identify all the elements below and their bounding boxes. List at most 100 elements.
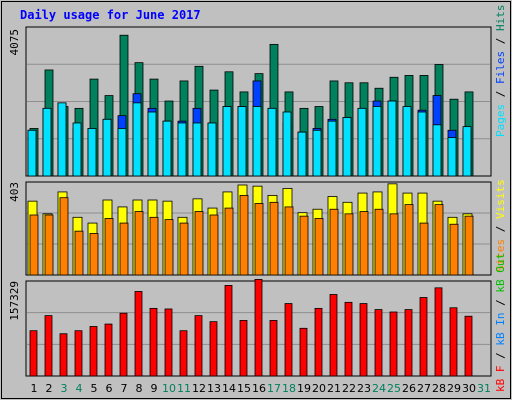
bar-kb-f-day-14 [224, 285, 233, 377]
legend-separator: / [494, 346, 507, 366]
bar-sites-day-25 [389, 213, 399, 276]
bar-kb-f-day-13 [209, 321, 218, 377]
bar-kb-f-day-4 [74, 330, 83, 377]
x-tick-day-21: 21 [327, 382, 341, 395]
bar-sites-day-16 [254, 203, 264, 276]
x-tick-day-1: 1 [31, 382, 38, 395]
legend-kbin: kB In [494, 313, 507, 346]
bar-sites-day-26 [404, 204, 414, 276]
bar-pages-day-24 [372, 106, 382, 177]
x-tick-day-22: 22 [342, 382, 356, 395]
bar-kb-f-day-18 [284, 303, 293, 377]
legend-pages: Pages [494, 104, 507, 137]
x-tick-day-10: 10 [162, 382, 176, 395]
bar-pages-day-8 [132, 102, 142, 177]
x-tick-day-4: 4 [76, 382, 83, 395]
legend-top: Pages / Files / Hits [494, 5, 507, 138]
bar-pages-day-23 [357, 107, 367, 177]
x-tick-day-29: 29 [447, 382, 461, 395]
bar-kb-f-day-3 [59, 333, 68, 377]
bar-pages-day-28 [432, 124, 442, 177]
bar-pages-day-20 [312, 129, 322, 177]
x-tick-day-2: 2 [46, 382, 53, 395]
x-tick-day-3: 3 [61, 382, 68, 395]
x-tick-day-28: 28 [432, 382, 446, 395]
bar-sites-day-3 [59, 197, 69, 276]
y-max-label-kb: 157329 [8, 281, 21, 321]
bar-kb-f-day-17 [269, 320, 278, 377]
bar-sites-day-30 [464, 215, 474, 276]
bar-pages-day-26 [402, 106, 412, 177]
bar-pages-day-14 [222, 106, 232, 177]
bar-kb-f-day-8 [134, 291, 143, 377]
bar-kb-f-day-6 [104, 323, 113, 377]
x-tick-day-7: 7 [121, 382, 128, 395]
bar-sites-day-20 [314, 218, 324, 276]
legend-files: Files [494, 51, 507, 84]
bar-kb-f-day-16 [254, 278, 263, 377]
legend-kbout: kB Out [494, 253, 507, 293]
x-tick-day-27: 27 [417, 382, 431, 395]
bar-kb-f-day-24 [374, 309, 383, 377]
x-tick-day-19: 19 [297, 382, 311, 395]
legend-separator: / [494, 84, 507, 104]
bar-sites-day-1 [29, 214, 39, 276]
bar-kb-f-day-30 [464, 315, 473, 377]
bar-sites-day-4 [74, 230, 84, 276]
bar-sites-day-5 [89, 233, 99, 276]
bar-sites-day-24 [374, 208, 384, 276]
x-tick-day-25: 25 [387, 382, 401, 395]
bar-kb-f-day-15 [239, 320, 248, 377]
x-tick-day-26: 26 [402, 382, 416, 395]
x-tick-day-17: 17 [267, 382, 281, 395]
x-tick-day-23: 23 [357, 382, 371, 395]
x-tick-day-8: 8 [136, 382, 143, 395]
x-tick-day-6: 6 [106, 382, 113, 395]
bar-sites-day-13 [209, 214, 219, 276]
x-tick-day-15: 15 [237, 382, 251, 395]
bar-pages-day-19 [297, 131, 307, 177]
x-tick-day-16: 16 [252, 382, 266, 395]
bar-sites-day-6 [104, 218, 114, 276]
bar-pages-day-6 [102, 118, 112, 177]
x-tick-day-13: 13 [207, 382, 221, 395]
bar-kb-f-day-27 [419, 297, 428, 377]
legend-separator: / [494, 293, 507, 313]
bar-kb-f-day-2 [44, 315, 53, 377]
bar-sites-day-10 [164, 219, 174, 276]
bar-pages-day-10 [162, 120, 172, 177]
x-tick-day-5: 5 [91, 382, 98, 395]
bar-kb-f-day-19 [299, 327, 308, 377]
x-tick-day-20: 20 [312, 382, 326, 395]
bar-kb-f-day-12 [194, 315, 203, 377]
bar-kb-f-day-9 [149, 307, 158, 377]
bar-sites-day-14 [224, 207, 234, 276]
bar-pages-day-29 [447, 137, 457, 177]
bar-kb-f-day-26 [404, 309, 413, 377]
bar-pages-day-30 [462, 126, 472, 177]
bar-sites-day-21 [329, 208, 339, 276]
x-tick-day-24: 24 [372, 382, 386, 395]
x-tick-day-31: 31 [477, 382, 491, 395]
legend-bottom: kB F / kB In / kB Out [494, 253, 507, 392]
bar-pages-day-25 [387, 100, 397, 177]
bar-pages-day-17 [267, 107, 277, 177]
bar-kb-f-day-25 [389, 311, 398, 377]
bar-kb-f-day-1 [29, 330, 38, 377]
legend-kbf: kB F [494, 366, 507, 393]
bar-pages-day-16 [252, 106, 262, 177]
bar-pages-day-27 [417, 111, 427, 177]
legend-visits: Visits [494, 179, 507, 219]
bar-sites-day-29 [449, 223, 459, 276]
x-tick-day-30: 30 [462, 382, 476, 395]
bar-kb-f-day-22 [344, 301, 353, 377]
bar-sites-day-12 [194, 211, 204, 276]
y-max-label-visits: 403 [8, 182, 21, 202]
bar-sites-day-9 [149, 216, 159, 276]
x-tick-day-14: 14 [222, 382, 236, 395]
bar-kb-f-day-29 [449, 307, 458, 377]
bar-pages-day-5 [87, 128, 97, 177]
bar-kb-f-day-23 [359, 303, 368, 377]
